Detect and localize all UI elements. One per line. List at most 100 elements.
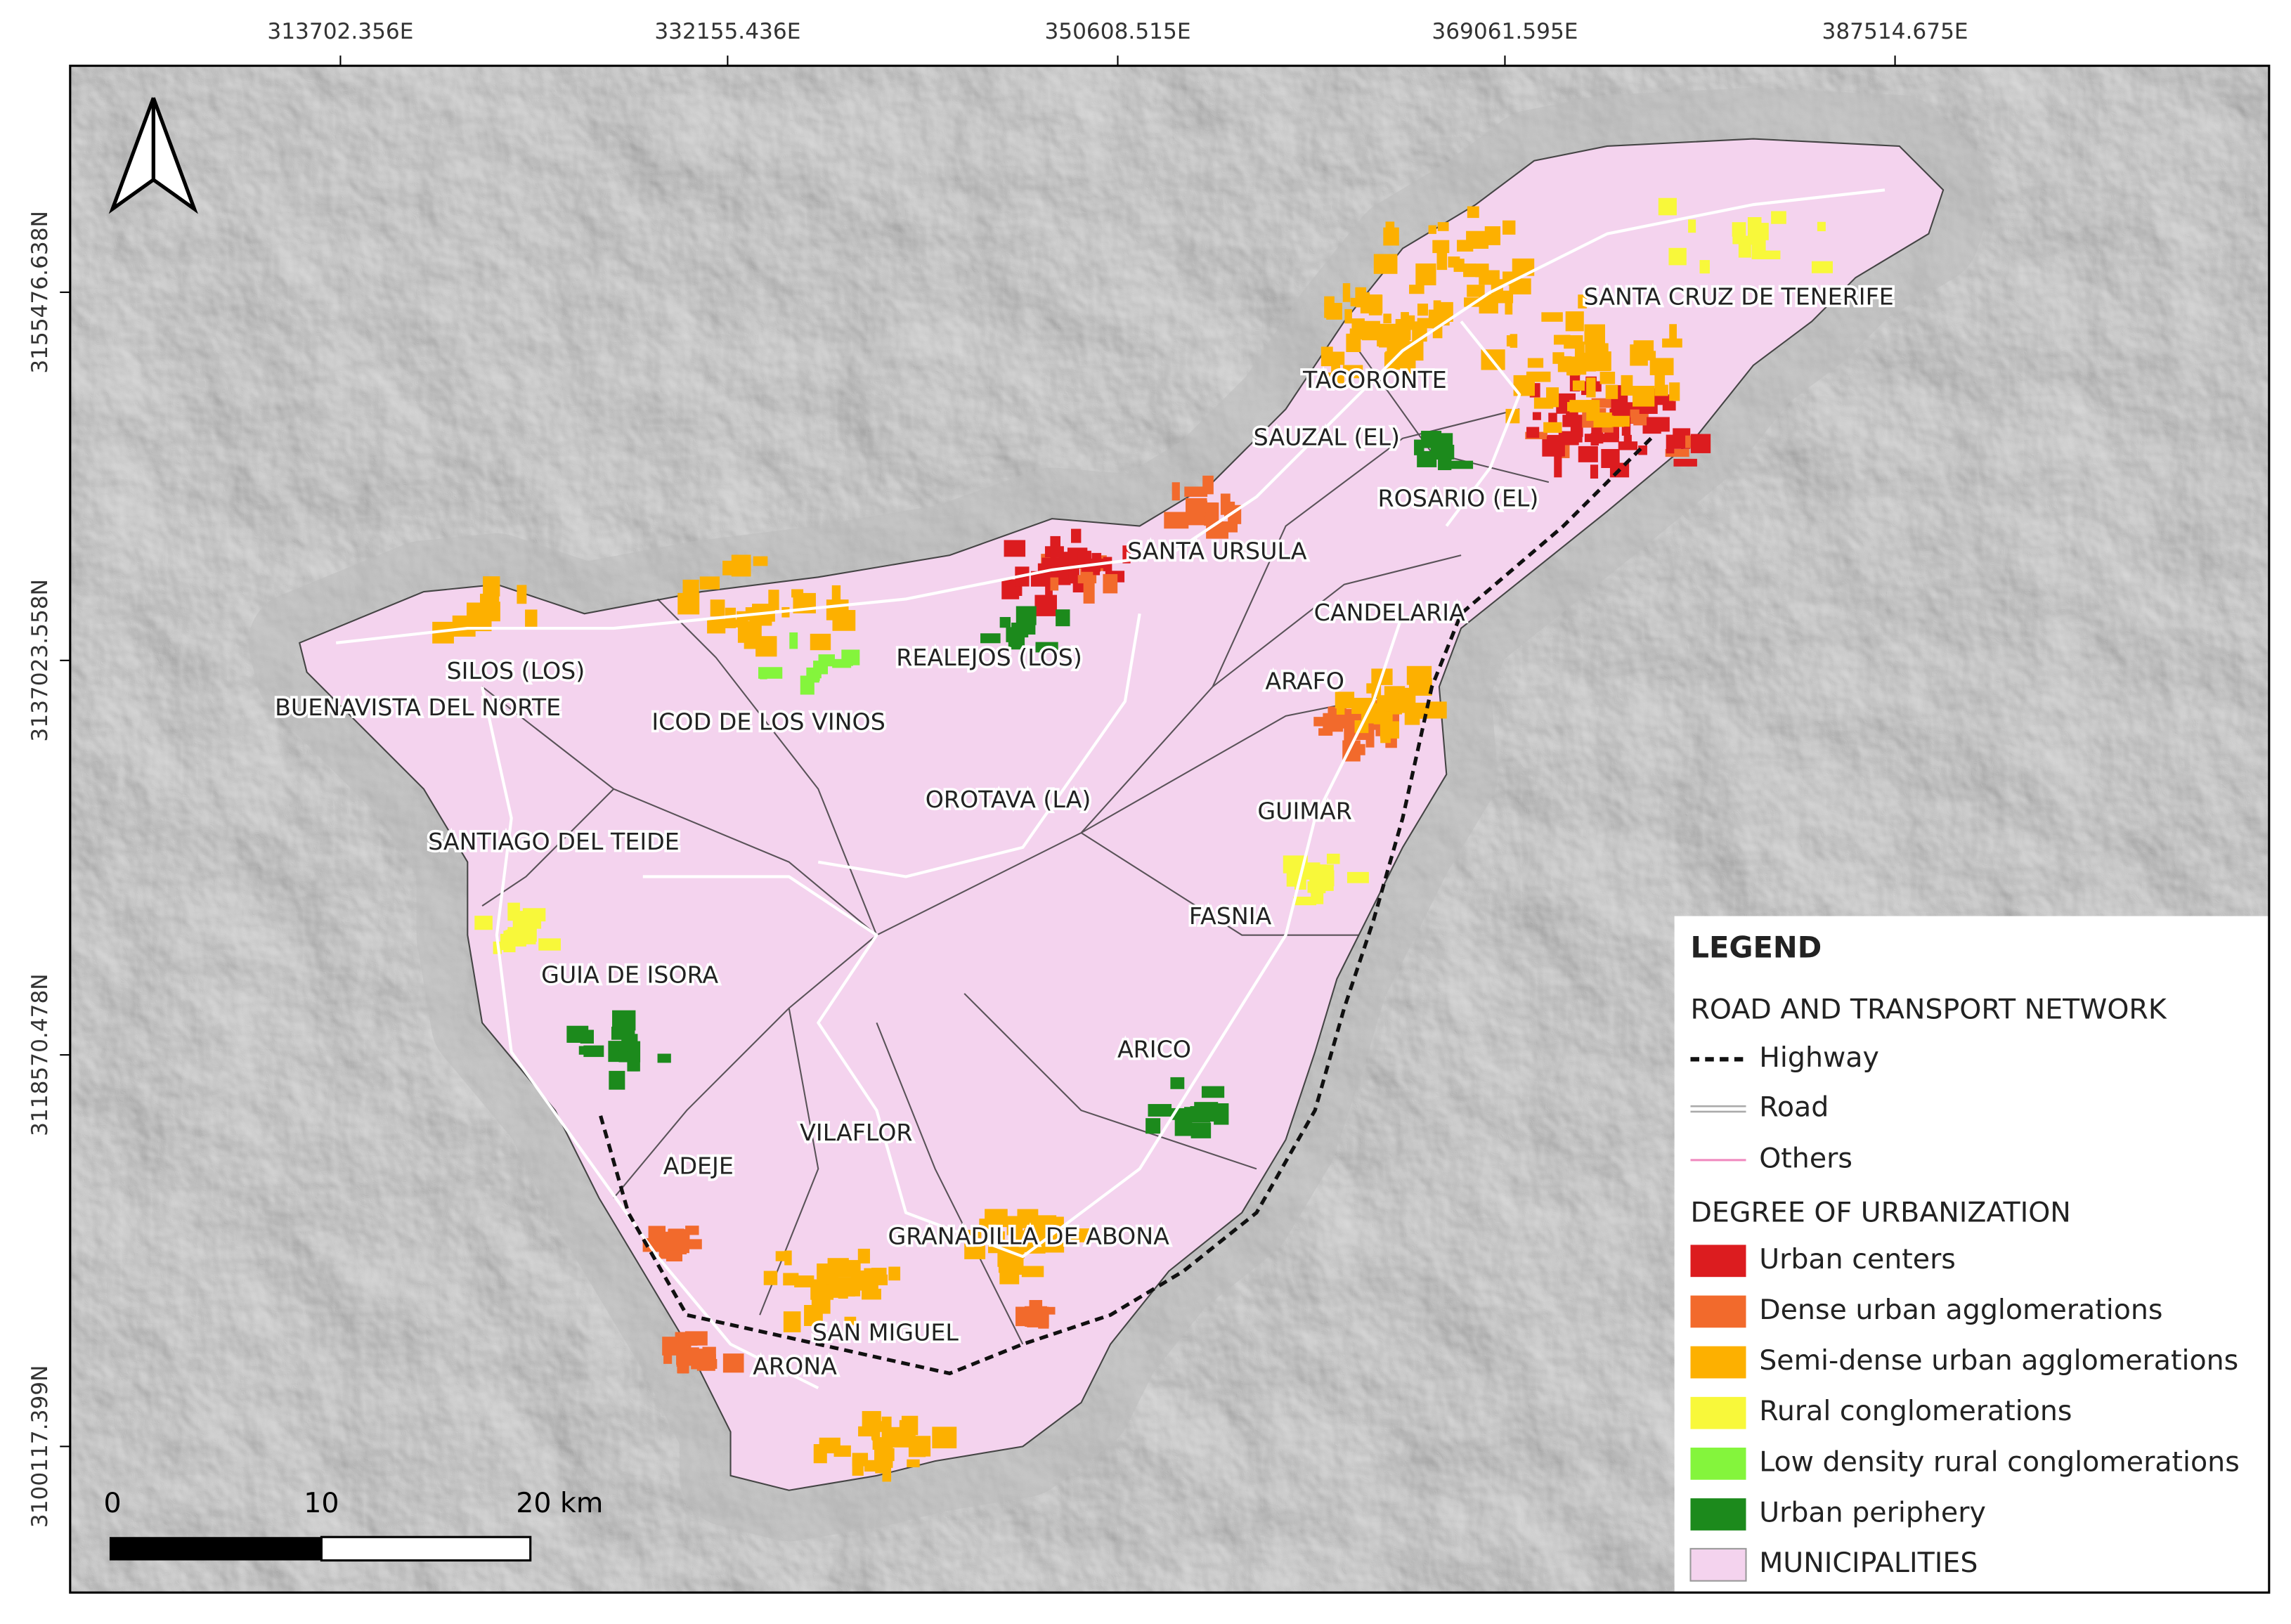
- urban-patch: [1346, 333, 1361, 353]
- urban-patch: [1083, 583, 1095, 604]
- urban-patch: [1071, 528, 1082, 543]
- urban-patch: [677, 592, 700, 615]
- municipality-label: SANTA URSULA: [1127, 537, 1307, 564]
- urban-patch: [1543, 422, 1562, 433]
- urban-patch: [1201, 1086, 1225, 1098]
- urban-patch: [507, 927, 517, 943]
- urban-patch: [1015, 606, 1037, 625]
- urban-patch: [783, 1273, 799, 1286]
- legend-label: Others: [1759, 1142, 1852, 1174]
- urban-patch: [980, 633, 1001, 644]
- urban-patch: [831, 585, 841, 602]
- urban-patch: [985, 1209, 1008, 1228]
- urban-patch: [1051, 569, 1069, 579]
- urban-patch: [1554, 456, 1562, 478]
- urban-patch: [1172, 482, 1180, 501]
- urban-patch: [1010, 1230, 1020, 1244]
- urban-patch: [684, 1331, 708, 1346]
- road: [481, 686, 819, 1390]
- urban-patch: [783, 1311, 801, 1332]
- urban-patch: [768, 590, 779, 611]
- urban-patch: [810, 633, 831, 651]
- urban-patch: [1811, 261, 1833, 273]
- municipal-boundaries: [481, 350, 1550, 1345]
- municipality-label: FASNIA: [1189, 902, 1272, 930]
- urban-patch: [1409, 285, 1424, 294]
- urban-patch: [1041, 557, 1066, 569]
- urban-patch: [744, 628, 759, 649]
- x-coordinate-label: 350608.515E: [1044, 19, 1190, 44]
- municipality-label: OROTAVA (LA): [926, 786, 1091, 813]
- boundary: [481, 788, 614, 907]
- urban-patch: [888, 1266, 901, 1281]
- urban-patch: [1760, 250, 1781, 259]
- municipality-label: VILAFLOR: [800, 1119, 912, 1146]
- urban-patch: [538, 938, 561, 951]
- urban-patch: [583, 1045, 604, 1058]
- boundary: [759, 1008, 819, 1316]
- urban-patch: [826, 599, 849, 621]
- urban-patch: [1690, 434, 1711, 453]
- urban-patch: [813, 1444, 827, 1464]
- urban-patch: [1383, 313, 1391, 324]
- urban-patch: [1045, 583, 1053, 599]
- urban-patch: [1669, 382, 1680, 401]
- urban-patch: [1633, 386, 1655, 407]
- urban-patch: [850, 1276, 861, 1297]
- urban-patch: [467, 616, 476, 637]
- urban-patch: [1373, 254, 1398, 274]
- urban-patch: [794, 1275, 814, 1288]
- urban-patch: [1586, 400, 1600, 421]
- urban-patch: [1669, 324, 1677, 343]
- urban-patch: [1560, 431, 1583, 443]
- municipality-label: REALEJOS (LOS): [896, 644, 1082, 671]
- urban-patch: [525, 609, 538, 627]
- highway: [597, 436, 1653, 1376]
- urban-patch: [1578, 294, 1587, 308]
- urban-patch: [758, 667, 783, 679]
- urban-patch: [810, 1284, 829, 1300]
- urban-patch: [932, 1427, 957, 1449]
- urban-patch: [1662, 338, 1682, 348]
- urban-patch: [731, 554, 751, 577]
- urban-patch: [1484, 226, 1501, 245]
- road: [817, 613, 1141, 878]
- urban-patch: [908, 1443, 926, 1457]
- urban-patch: [1034, 595, 1057, 616]
- scale-label: 10: [304, 1487, 339, 1519]
- urban-patch: [522, 908, 546, 922]
- urban-patch: [1034, 1215, 1057, 1233]
- urban-patch: [1146, 1118, 1161, 1134]
- urban-patch: [507, 902, 520, 921]
- road: [335, 188, 1886, 644]
- urban-patch: [1077, 550, 1091, 561]
- urban-patch: [707, 618, 726, 634]
- urban-patch: [1184, 1107, 1208, 1117]
- x-coordinate-label: 369061.595E: [1432, 19, 1578, 44]
- urban-patch: [1450, 460, 1474, 469]
- urban-patch: [1633, 417, 1649, 426]
- urban-patch: [1505, 294, 1513, 315]
- urban-patch: [1401, 312, 1409, 322]
- urban-patch: [1623, 434, 1632, 446]
- boundary: [481, 686, 878, 936]
- urban-patch: [1047, 1306, 1056, 1315]
- urban-patch: [858, 1426, 872, 1437]
- municipality-label: SANTA CRUZ DE TENERIFE: [1583, 283, 1893, 311]
- municipality-labels: SANTA CRUZ DE TENERIFE TACORONTE SAUZAL (E…: [272, 280, 1896, 1382]
- scale-bar-white: [320, 1535, 532, 1562]
- urban-patch: [609, 1070, 625, 1090]
- x-coordinate-label: 313702.356E: [267, 19, 413, 44]
- legend-label: Low density rural conglomerations: [1759, 1446, 2240, 1478]
- urban-patch: [1590, 465, 1599, 479]
- urban-patch: [1584, 324, 1605, 345]
- urban-patch: [1365, 725, 1375, 748]
- municipality-label: SANTIAGO DEL TEIDE: [428, 828, 680, 855]
- urban-patch: [1421, 431, 1442, 448]
- urban-patch: [1398, 687, 1413, 701]
- urban-patch: [1732, 222, 1746, 237]
- legend-label: Rural conglomerations: [1759, 1395, 2072, 1427]
- urban-patch: [784, 1250, 792, 1266]
- urban-patch: [1320, 346, 1333, 367]
- municipality-label: ADEJE: [663, 1152, 734, 1180]
